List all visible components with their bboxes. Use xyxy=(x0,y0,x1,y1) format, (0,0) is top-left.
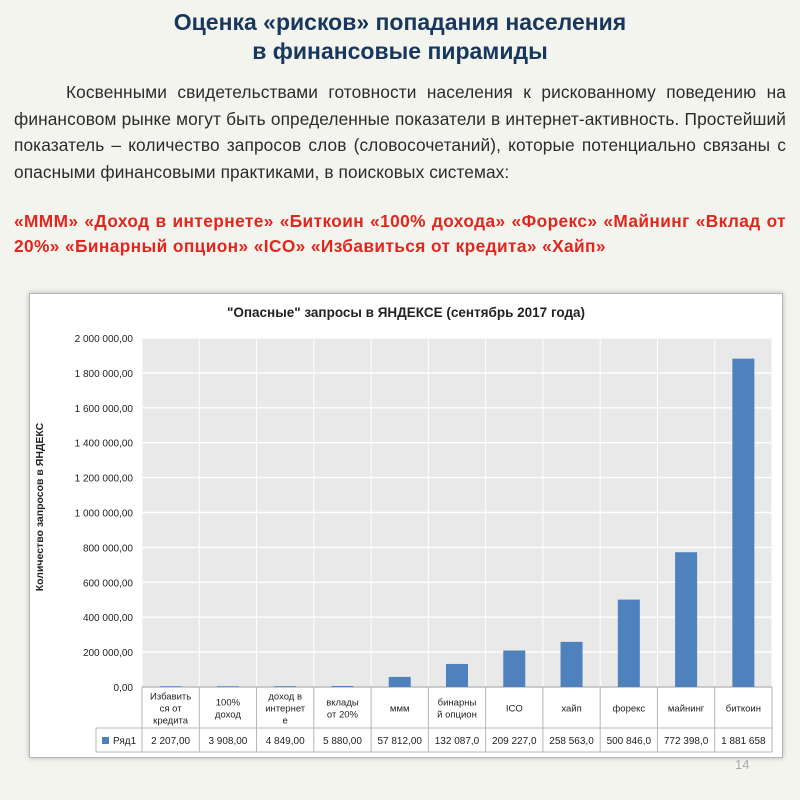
x-category-label: форекс xyxy=(612,704,645,715)
y-tick-label: 1 400 000,00 xyxy=(75,439,134,450)
y-tick-label: 2 000 000,00 xyxy=(75,334,134,345)
bar xyxy=(617,599,640,687)
data-label: 1 881 658 xyxy=(721,736,766,747)
bar xyxy=(331,685,354,687)
y-tick-label: 800 000,00 xyxy=(83,543,133,554)
data-label: 5 880,00 xyxy=(323,736,362,747)
bars xyxy=(159,358,755,687)
x-category-label: 100% доход xyxy=(215,698,241,721)
y-tick-label: 400 000,00 xyxy=(83,613,133,624)
slide-title: Оценка «рисков» попадания населения в фи… xyxy=(40,8,760,66)
y-axis-ticks: 0,00 200 000,00 400 000,00 600 000,00 800 00… xyxy=(75,334,134,694)
bar xyxy=(274,686,297,687)
page-number: 14 xyxy=(735,757,750,772)
keywords-list: «МММ» «Доход в интернете» «Биткоин «100%… xyxy=(14,211,786,256)
legend-key xyxy=(102,737,109,744)
data-label: 258 563,0 xyxy=(549,736,594,747)
y-tick-label: 0,00 xyxy=(114,683,134,694)
data-table: Избавить ся от кредита 100% доход доход в инте… xyxy=(95,687,773,753)
bar xyxy=(560,641,583,687)
data-label: 500 846,0 xyxy=(607,736,652,747)
data-label: 2 207,00 xyxy=(151,736,190,747)
chart-y-axis-label: Количество запросов в ЯНДЕКС xyxy=(34,422,46,591)
bar xyxy=(732,358,755,687)
bar xyxy=(388,676,411,687)
gridlines xyxy=(141,337,773,688)
y-tick-label: 1 200 000,00 xyxy=(75,474,134,485)
x-category-label: доход в интернет е xyxy=(265,692,306,727)
bar xyxy=(675,552,698,687)
bar xyxy=(446,663,468,687)
slide-title-line1: Оценка «рисков» попадания населения xyxy=(173,9,627,35)
chart-container: "Опасные" запросы в ЯНДЕКСЕ (сентябрь 20… xyxy=(29,293,783,758)
x-category-label: хайп xyxy=(561,704,581,715)
x-category-label: биткоин xyxy=(726,704,761,715)
y-tick-label: 1 000 000,00 xyxy=(75,509,134,520)
data-label: 4 849,00 xyxy=(266,736,305,747)
intro-paragraph: Косвенными свидетельствами готовности на… xyxy=(14,82,786,182)
x-category-label: ICO xyxy=(506,704,523,715)
legend-series-name: Ряд1 xyxy=(113,736,137,747)
x-category-label: бинарны й опцион xyxy=(437,698,477,721)
bar xyxy=(216,686,239,687)
y-tick-label: 600 000,00 xyxy=(83,578,133,589)
x-category-label: вклады от 20% xyxy=(326,698,359,721)
data-label: 57 812,00 xyxy=(377,736,422,747)
data-label: 132 087,0 xyxy=(435,736,480,747)
bar xyxy=(503,650,526,687)
data-label: 209 227,0 xyxy=(492,736,537,747)
bar xyxy=(159,686,182,687)
slide-title-line2: в финансовые пирамиды xyxy=(252,38,548,64)
y-tick-label: 200 000,00 xyxy=(83,648,133,659)
data-label: 3 908,00 xyxy=(208,736,247,747)
bar-chart: "Опасные" запросы в ЯНДЕКСЕ (сентябрь 20… xyxy=(34,305,773,753)
y-tick-label: 1 800 000,00 xyxy=(75,369,134,380)
y-tick-label: 1 600 000,00 xyxy=(75,404,134,415)
data-label: 772 398,0 xyxy=(664,736,709,747)
x-category-label: Избавить ся от кредита xyxy=(150,692,191,727)
x-category-label: майнинг xyxy=(668,704,705,715)
x-category-label: ммм xyxy=(390,704,410,715)
chart-title: "Опасные" запросы в ЯНДЕКСЕ (сентябрь 20… xyxy=(227,305,585,320)
